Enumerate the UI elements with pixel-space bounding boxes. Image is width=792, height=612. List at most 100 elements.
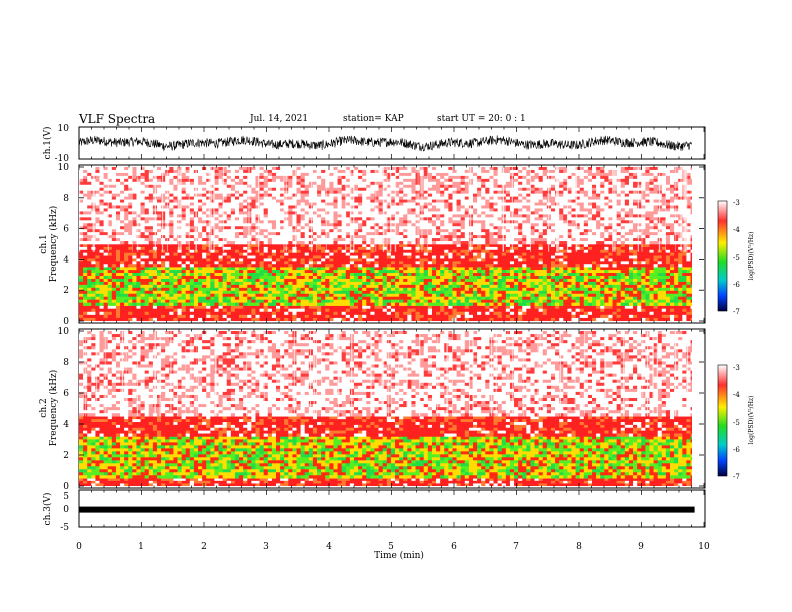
sp1-cell [79, 293, 84, 298]
sp1-cell [559, 244, 564, 248]
sp1-cell [501, 278, 507, 283]
sp1-cell [485, 273, 490, 277]
sp1-cell [542, 246, 548, 251]
sp1-cell [128, 296, 133, 300]
sp1-cell [308, 284, 314, 289]
sp1-cell [271, 246, 277, 251]
sp1-cell [206, 258, 211, 262]
sp1-cell [333, 284, 338, 289]
sp1-cell [546, 293, 552, 298]
sp1-cell [563, 290, 568, 295]
sp1-cell [460, 246, 466, 251]
sp1-cell [148, 193, 154, 197]
sp1-cell [115, 196, 121, 200]
sp1-cell [473, 284, 478, 289]
sp1-cell [136, 169, 141, 174]
sp1-cell [358, 296, 363, 300]
sp1-cell [173, 281, 178, 286]
sp1-cell [148, 214, 154, 218]
sp1-cell [682, 261, 687, 265]
sp1-cell [489, 284, 494, 289]
sp1-cell [353, 270, 359, 274]
sp1-cell [296, 314, 301, 319]
sp1-cell [628, 267, 634, 271]
sp1-cell [423, 261, 429, 265]
sp1-cell [661, 255, 667, 259]
sp1-cell [87, 229, 92, 233]
sp1-cell [678, 284, 683, 289]
sp1-cell [214, 235, 219, 239]
sp1-cell [148, 296, 154, 300]
sp1-cell [115, 235, 121, 239]
sp1-cell [214, 196, 219, 200]
sp1-cell [308, 252, 314, 256]
sp1-cell [222, 314, 228, 319]
sp1-cell [612, 299, 617, 303]
sp1-cell [349, 252, 355, 256]
sp1-cell [288, 299, 293, 303]
sp1-cell [522, 244, 527, 248]
sp1-cell [321, 255, 326, 259]
sp1-cell [284, 296, 289, 300]
sp1-cell [481, 244, 486, 248]
sp1-cell [485, 284, 490, 289]
sp1-cell [181, 199, 186, 203]
sp1-cell [99, 290, 104, 295]
sp1-cell [325, 258, 330, 262]
sp1-cell [567, 281, 572, 286]
sp1-cell [546, 258, 552, 262]
sp1-cell [497, 252, 503, 256]
sp1-cell [230, 275, 236, 280]
sp1-cell [440, 314, 445, 319]
sp1-cell [353, 264, 359, 268]
sp1-cell [239, 193, 244, 197]
sp1-cell [83, 258, 88, 262]
sp1-cell [111, 199, 117, 203]
sp1-cell [456, 302, 461, 306]
sp1-cell [616, 311, 622, 316]
sp1-cell [308, 244, 314, 248]
sp1-cell [637, 308, 642, 313]
sp1-cell [358, 281, 363, 286]
sp1-cell [665, 249, 671, 253]
sp1-cell [304, 246, 310, 251]
sp1-cell [165, 299, 170, 303]
sp1-cell [267, 270, 273, 274]
sp1-cell [144, 202, 150, 206]
sp1-cell [226, 311, 232, 316]
sp1-cell [136, 267, 141, 271]
sp1-cell [173, 267, 178, 271]
sp1-cell [604, 287, 609, 292]
sp1-cell [481, 264, 486, 268]
sp1-cell [579, 311, 585, 316]
sp1-cell [226, 226, 232, 230]
sp1-cell [366, 317, 371, 321]
sp1-cell [411, 287, 416, 292]
sp1-cell [189, 270, 195, 274]
sp1-cell [624, 281, 630, 286]
sp1-cell [255, 244, 260, 248]
sp1-cell [505, 244, 511, 248]
sp1-cell [124, 308, 129, 313]
sp1-cell [226, 169, 232, 174]
sp1-cell [185, 296, 191, 300]
sp1-cell [678, 296, 683, 300]
sp1-cell [682, 311, 687, 316]
sp1-cell [103, 181, 109, 186]
sp1-cell [530, 267, 535, 271]
sp1-cell [333, 252, 338, 256]
sp1-cell [267, 261, 273, 265]
sp1-cell [518, 308, 523, 313]
sp1-cell [222, 217, 228, 221]
sp1-cell [189, 193, 195, 197]
sp1-cell [206, 261, 211, 265]
sp1-cell [592, 278, 597, 283]
sp1-cell [674, 258, 679, 262]
sp1-cell [239, 311, 244, 316]
sp1-cell [173, 252, 178, 256]
sp1-cell [448, 264, 453, 268]
sp1-cell [608, 270, 613, 274]
sp1-cell [353, 278, 359, 283]
sp1-cell [136, 190, 141, 194]
